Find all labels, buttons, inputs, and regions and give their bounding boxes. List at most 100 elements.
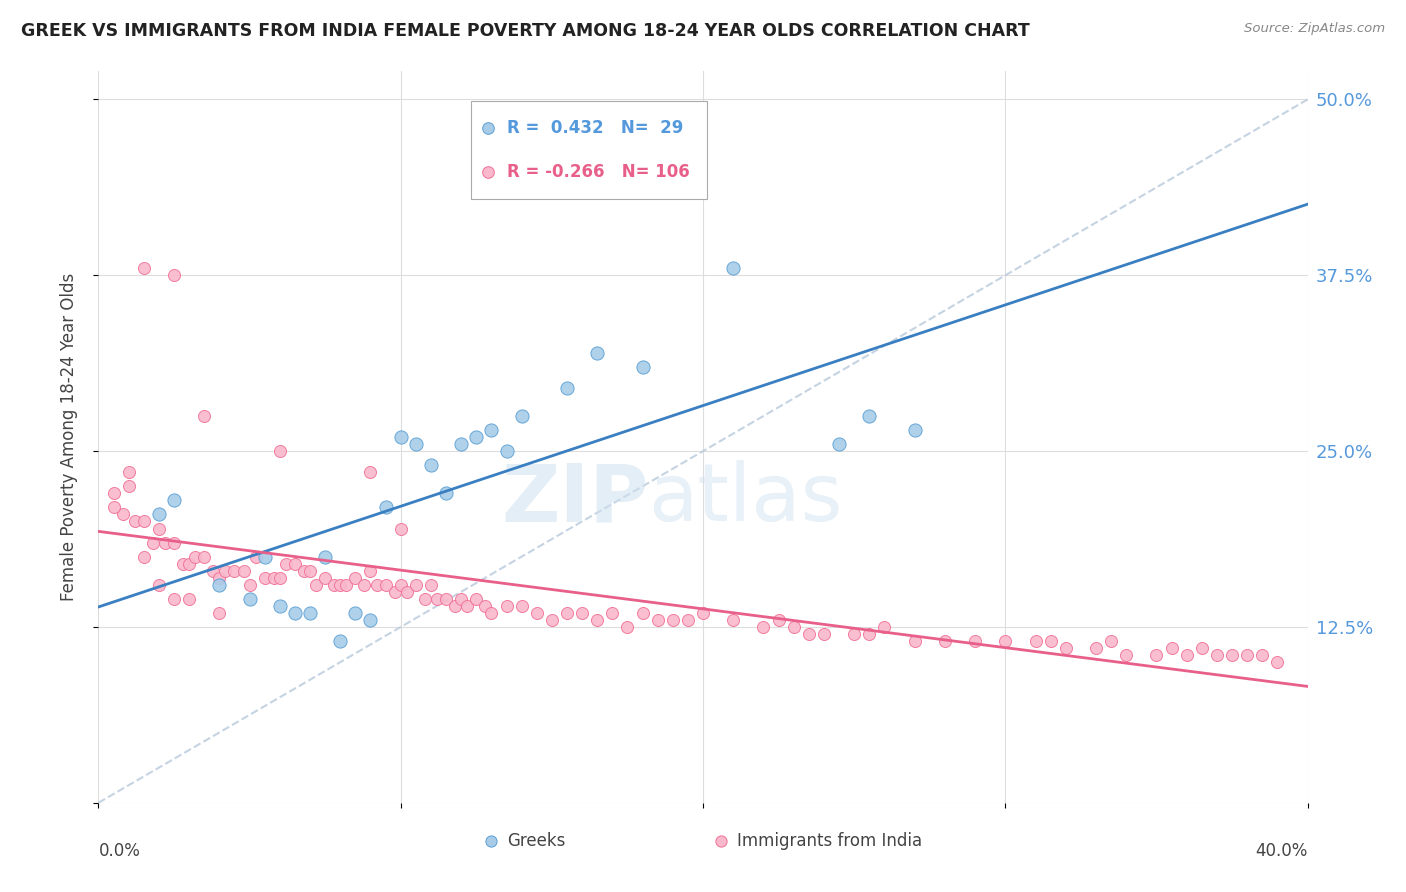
Text: Greeks: Greeks <box>508 832 565 850</box>
Point <box>245 549 267 564</box>
Point <box>208 606 231 620</box>
Point <box>314 549 336 564</box>
Point <box>768 613 790 627</box>
Point <box>232 564 254 578</box>
Point <box>323 578 346 592</box>
Point <box>1024 634 1046 648</box>
Point <box>828 437 851 451</box>
Point <box>586 613 609 627</box>
Y-axis label: Female Poverty Among 18-24 Year Olds: Female Poverty Among 18-24 Year Olds <box>59 273 77 601</box>
Text: R = -0.266   N= 106: R = -0.266 N= 106 <box>508 162 690 181</box>
Point <box>1085 641 1108 656</box>
Point <box>1054 641 1077 656</box>
Point <box>1220 648 1243 662</box>
Point <box>274 557 297 571</box>
Point <box>148 508 170 522</box>
Point <box>269 571 291 585</box>
Point <box>299 606 322 620</box>
Point <box>1267 655 1289 669</box>
Point <box>163 268 186 283</box>
Point <box>360 613 382 627</box>
Point <box>1160 641 1182 656</box>
Point <box>179 557 201 571</box>
Point <box>444 599 467 613</box>
Text: atlas: atlas <box>648 460 844 538</box>
Text: 0.0%: 0.0% <box>98 842 141 860</box>
Point <box>103 500 125 515</box>
Point <box>224 564 246 578</box>
Point <box>360 564 382 578</box>
Point <box>904 634 927 648</box>
Point <box>844 627 866 641</box>
Point <box>752 620 775 634</box>
Point <box>148 521 170 535</box>
Point <box>904 423 927 437</box>
Point <box>269 599 291 613</box>
Point <box>676 613 699 627</box>
Point <box>239 578 262 592</box>
Point <box>405 437 427 451</box>
Point <box>723 261 745 276</box>
Point <box>555 381 578 395</box>
Point <box>103 486 125 500</box>
Point <box>305 578 328 592</box>
Point <box>163 535 186 549</box>
Point <box>284 557 307 571</box>
Text: ZIP: ZIP <box>502 460 648 538</box>
Point <box>481 423 503 437</box>
Point <box>723 613 745 627</box>
Point <box>389 578 412 592</box>
Point <box>873 620 896 634</box>
Point <box>1206 648 1229 662</box>
Point <box>299 564 322 578</box>
Point <box>253 571 276 585</box>
Point <box>692 606 714 620</box>
Point <box>239 591 262 606</box>
Point <box>202 564 225 578</box>
Point <box>661 613 683 627</box>
Point <box>571 606 593 620</box>
Point <box>132 515 155 529</box>
Point <box>1115 648 1137 662</box>
Point <box>208 578 231 592</box>
Point <box>124 515 146 529</box>
Point <box>602 606 624 620</box>
Point <box>208 571 231 585</box>
Point <box>586 345 609 359</box>
Point <box>647 613 669 627</box>
Point <box>481 606 503 620</box>
Point <box>263 571 285 585</box>
Point <box>1144 648 1167 662</box>
Point <box>631 606 654 620</box>
Point <box>456 599 478 613</box>
Point <box>389 521 412 535</box>
Point <box>1191 641 1213 656</box>
Point <box>329 578 352 592</box>
Point <box>813 627 835 641</box>
Point <box>616 620 638 634</box>
Point <box>184 549 207 564</box>
Point <box>934 634 956 648</box>
Point <box>495 444 517 458</box>
Text: Source: ZipAtlas.com: Source: ZipAtlas.com <box>1244 22 1385 36</box>
Point <box>526 606 548 620</box>
Text: GREEK VS IMMIGRANTS FROM INDIA FEMALE POVERTY AMONG 18-24 YEAR OLDS CORRELATION : GREEK VS IMMIGRANTS FROM INDIA FEMALE PO… <box>21 22 1029 40</box>
Point <box>1236 648 1258 662</box>
Point <box>994 634 1017 648</box>
Point <box>292 564 315 578</box>
Point <box>360 465 382 479</box>
Point <box>193 549 215 564</box>
Point <box>344 571 367 585</box>
Point <box>389 430 412 444</box>
Point <box>450 591 472 606</box>
Point <box>163 591 186 606</box>
Point <box>163 493 186 508</box>
Point <box>132 261 155 276</box>
Point <box>148 578 170 592</box>
Point <box>153 535 176 549</box>
Point <box>142 535 165 549</box>
Point <box>193 409 215 423</box>
Point <box>510 599 533 613</box>
Point <box>353 578 375 592</box>
Point <box>132 549 155 564</box>
